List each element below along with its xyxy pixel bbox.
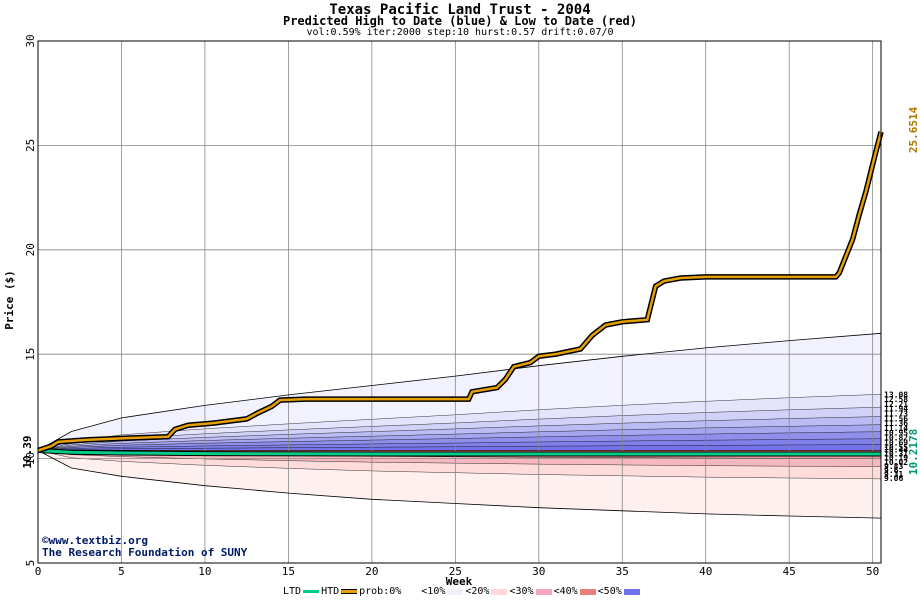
x-tick-label: 40 (699, 565, 712, 578)
legend-ltd-swatch (303, 590, 320, 593)
copyright-icon: © (42, 534, 49, 547)
high-band-label-3: 11.94 (884, 405, 908, 414)
legend-bin-label-10: <10% (421, 586, 446, 597)
low-band-label-2: 10.19 (884, 454, 908, 463)
y-tick-label: 15 (24, 348, 37, 361)
end-low-label: 10.2178 (907, 429, 920, 475)
x-tick-label: 10 (198, 565, 211, 578)
high-band-label-9: 10.82 (884, 434, 908, 443)
y-tick-label: 20 (24, 243, 37, 256)
organization-name: The Research Foundation of SUNY (42, 546, 248, 559)
legend-bin-swatch-10 (447, 588, 464, 595)
x-tick-label: 50 (866, 565, 879, 578)
high-band-label-4: 11.73 (884, 409, 908, 418)
low-band-label-3: 10.02 (884, 458, 908, 467)
legend-bin-label-40: <40% (553, 586, 578, 597)
y-tick-label: 30 (24, 34, 37, 47)
x-tick-label: 20 (365, 565, 378, 578)
high-band-label-8: 10.95 (884, 429, 908, 438)
x-axis-ticks: 0 5 10 15 20 25 30 35 40 45 50 (35, 565, 880, 578)
x-tick-label: 0 (35, 565, 42, 578)
x-tick-label: 35 (616, 565, 629, 578)
low-band-label-6: 9.31 (884, 470, 903, 479)
high-band-label-2: 12.21 (884, 400, 908, 409)
high-band-label-0: 13.08 (884, 390, 908, 399)
plot-frame (37, 40, 882, 564)
x-tick-label: 5 (118, 565, 125, 578)
legend-prob-label: prob:0% (359, 586, 402, 597)
upper-band-7 (37, 444, 882, 451)
y-tick-label: 10 (24, 452, 37, 465)
legend-bin-swatch-20 (491, 588, 508, 595)
x-axis-label: Week (446, 575, 473, 588)
low-band-label-5: 9.6 (884, 466, 899, 475)
legend-bin-swatch-0 (403, 588, 420, 595)
end-high-label: 25.6514 (907, 106, 920, 153)
high-band-label-6: 11.36 (884, 419, 908, 428)
high-band-label-1: 12.58 (884, 395, 908, 404)
low-band-label-0: 10.44 (884, 445, 908, 454)
htd-line (37, 131, 883, 452)
legend-bin-swatch-50 (623, 588, 640, 595)
envelope-lines (37, 332, 882, 519)
envelope-upper-line (37, 332, 882, 451)
y-tick-label: 25 (24, 139, 37, 152)
legend-htd-label: HTD (321, 586, 340, 597)
series-lines (37, 131, 884, 457)
high-band-label-7: 11.14 (884, 424, 908, 433)
legend-ltd-label: LTD (283, 586, 302, 597)
site-link[interactable]: www.textbiz.org (48, 534, 148, 547)
low-band-label-1: 10.31 (884, 450, 908, 459)
chart-title: Texas Pacific Land Trust - 2004 (329, 2, 591, 18)
chart-subtitle: Predicted High to Date (blue) & Low to D… (282, 14, 637, 28)
legend-bin-label-20: <20% (465, 586, 490, 597)
band-labels: 13.0812.5812.2111.9411.7311.5611.3611.14… (884, 390, 908, 483)
envelope-lower-line (37, 450, 882, 519)
start-price-label: 10.39 (21, 435, 34, 468)
y-axis-label: Price ($) (3, 270, 16, 330)
legend-bin-label-30: <30% (509, 586, 534, 597)
probability-bands (37, 333, 882, 519)
x-tick-label: 30 (532, 565, 545, 578)
ltd-line (37, 449, 881, 456)
x-tick-label: 45 (783, 565, 796, 578)
y-axis-ticks: 5 10 15 20 25 30 (24, 34, 37, 566)
legend: LTD HTD prob:0% <10% <20% <30% <40% <50% (283, 586, 642, 597)
low-band-label-7: 9.06 (884, 474, 903, 483)
legend-bin-swatch-40 (579, 588, 596, 595)
y-tick-label: 5 (24, 560, 37, 567)
high-band-label-5: 11.56 (884, 414, 908, 423)
legend-htd-swatch (341, 589, 358, 594)
low-band-label-4: 9.83 (884, 462, 903, 471)
high-band-label-10: 10.69 (884, 438, 908, 447)
legend-bin-label-50: <50% (597, 586, 622, 597)
x-tick-label: 25 (449, 565, 462, 578)
high-band-label-11: 10.55 (884, 443, 908, 452)
copyright-line: ©www.textbiz.org (42, 534, 148, 547)
x-tick-label: 15 (282, 565, 295, 578)
simulation-params: vol:0.59% iter:2000 step:10 hurst:0.57 d… (306, 27, 614, 38)
legend-bin-swatch-30 (535, 588, 552, 595)
